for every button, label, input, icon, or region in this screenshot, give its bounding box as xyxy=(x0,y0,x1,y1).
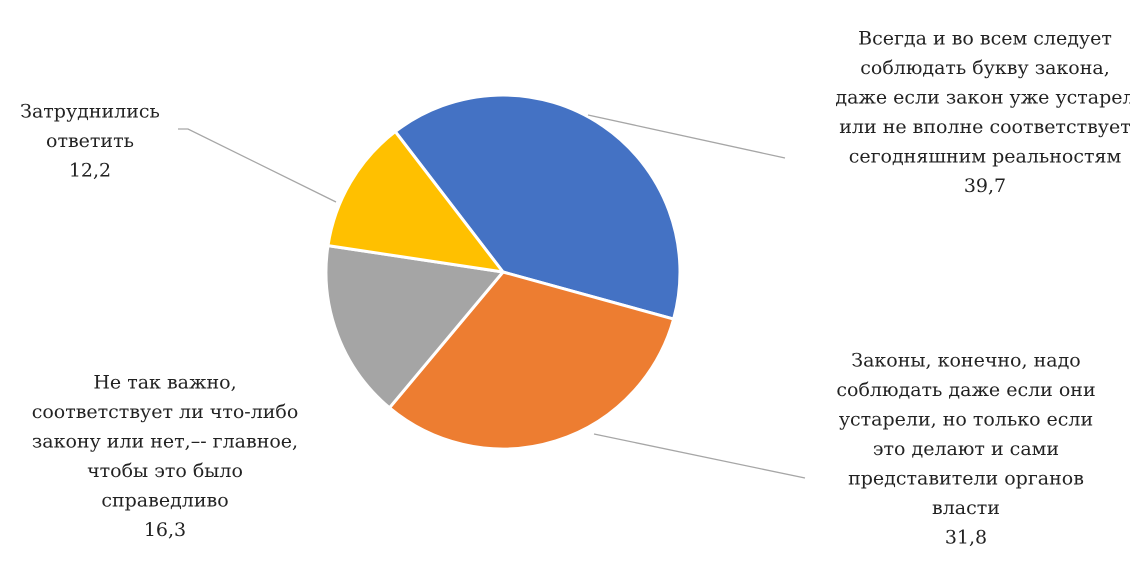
slice-value-label: 16,3 xyxy=(144,519,186,541)
slice-label-3: Не так важно, соответствует ли что-либо за… xyxy=(32,372,299,542)
slice-label-line: соответствует ли что-либо xyxy=(32,401,299,423)
labels-layer: Всегда и во всем следует соблюдать букву … xyxy=(20,28,1130,549)
slice-label-line: справедливо xyxy=(101,490,228,512)
leader-lines-layer xyxy=(178,114,806,479)
slice-label-line: даже если закон уже устарел xyxy=(835,87,1130,109)
slice-label-line: сегодняшним реальностям xyxy=(849,146,1122,168)
slice-value-label: 12,2 xyxy=(69,160,111,182)
slice-label-line: власти xyxy=(932,497,1000,519)
slice-value-label: 31,8 xyxy=(945,527,987,549)
slice-label-line: закону или нет,–- главное, xyxy=(32,431,298,453)
slice-label-line: устарели, но только если xyxy=(839,409,1093,431)
slice-label-line: соблюдать даже если они xyxy=(836,379,1095,401)
slice-label-line: Законы, конечно, надо xyxy=(851,350,1080,372)
pie-slice-4 xyxy=(326,130,505,274)
pie-slice-3 xyxy=(324,244,505,410)
slice-label-line: Не так важно, xyxy=(93,372,236,394)
slice-label-line: ответить xyxy=(46,130,134,152)
slice-label-line: чтобы это было xyxy=(87,460,243,482)
slices-layer xyxy=(324,93,682,451)
slice-label-1: Всегда и во всем следует соблюдать букву … xyxy=(835,28,1130,198)
slice-label-2: Законы, конечно, надо соблюдать даже если… xyxy=(836,350,1095,549)
slice-label-line: Затруднились xyxy=(20,101,160,123)
leader-line-1 xyxy=(587,114,786,159)
slice-label-line: это делают и сами xyxy=(873,438,1059,460)
slice-label-line: представители органов xyxy=(848,468,1084,490)
slice-label-line: Всегда и во всем следует xyxy=(858,28,1112,50)
leader-line-2 xyxy=(593,433,806,479)
slice-label-line: соблюдать букву закона, xyxy=(860,57,1110,79)
pie-slice-2 xyxy=(387,270,676,451)
pie-slice-1 xyxy=(393,93,682,321)
leader-line-4 xyxy=(178,128,337,203)
slice-value-label: 39,7 xyxy=(964,175,1006,197)
slice-label-line: или не вполне соответствует xyxy=(839,116,1130,138)
slice-label-4: Затруднились ответить 12,2 xyxy=(20,101,160,182)
